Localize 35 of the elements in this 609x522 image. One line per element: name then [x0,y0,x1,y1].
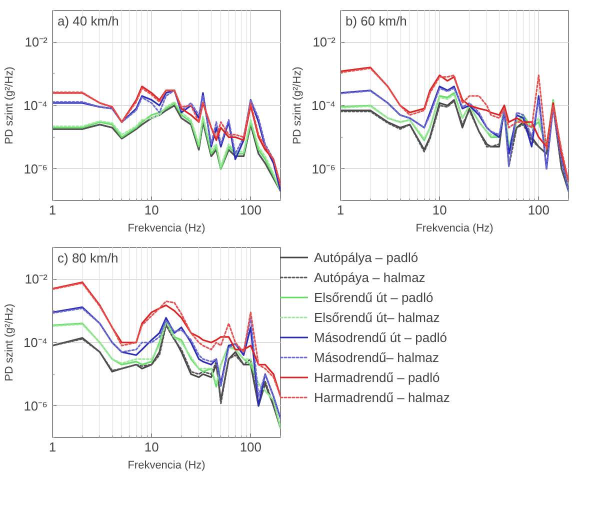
y-tick-label: 10⁻² [24,34,48,50]
legend-label: Autópálya – padló [314,250,418,264]
legend-label: Harmadrendű – padló [314,370,440,384]
y-tick-label: 10⁻⁶ [24,398,48,414]
x-tick-label: 1 [48,440,56,454]
x-tick-label: 100 [240,202,262,218]
y-axis-title: PD szint (g²/Hz) [3,304,16,382]
x-tick-label: 10 [144,440,159,454]
x-axis-title: Frekvencia (Hz) [416,222,494,234]
y-tick-label: 10⁻² [24,272,48,287]
y-tick-label: 10⁻⁶ [24,161,48,176]
legend-label: Másodrendű út – padló [314,330,447,344]
x-tick-label: 1 [48,202,56,218]
y-tick-label: 10⁻⁶ [312,161,336,176]
chart-title: c) 80 km/h [58,250,118,266]
y-axis-title: PD szint (g²/Hz) [3,66,16,144]
y-tick-label: 10⁻² [312,34,336,50]
legend-label: Autópáya – halmaz [314,270,426,284]
y-tick-label: 10⁻⁴ [23,98,48,113]
x-axis-title: Frekvencia (Hz) [128,460,206,472]
legend-label: Elsőrendű út – padló [314,290,434,304]
x-tick-label: 100 [528,202,550,218]
x-tick-label: 100 [240,440,262,454]
x-tick-label: 1 [336,202,344,218]
y-tick-label: 10⁻⁴ [23,335,48,350]
x-axis-title: Frekvencia (Hz) [128,222,206,234]
y-axis-title: PD szint (g²/Hz) [291,66,304,144]
legend-label: Elsőrendű út– halmaz [314,310,440,324]
y-tick-label: 10⁻⁴ [311,98,336,113]
x-tick-label: 10 [144,202,159,218]
x-tick-label: 10 [432,202,447,218]
legend-label: Másodrendű– halmaz [314,350,440,364]
chart-title: a) 40 km/h [58,14,119,28]
legend-label: Harmadrendű – halmaz [314,390,450,404]
chart-title: b) 60 km/h [346,14,407,28]
